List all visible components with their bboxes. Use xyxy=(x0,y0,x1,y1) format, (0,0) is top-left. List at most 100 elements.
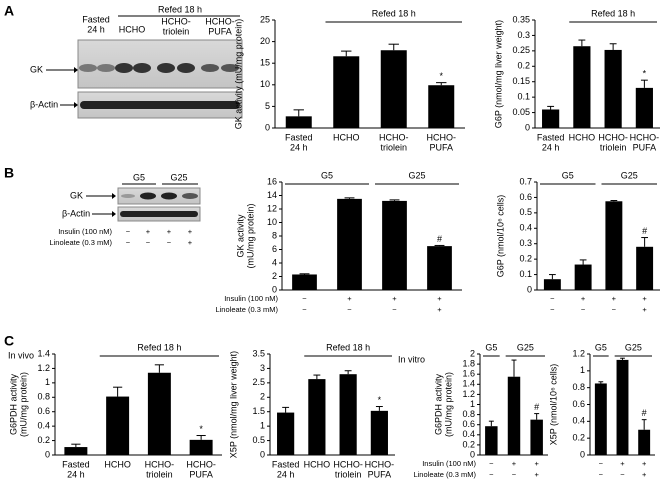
x-tick-label: HCHO- xyxy=(333,459,363,469)
y-tick-label: 1 xyxy=(45,377,50,387)
x-tick-label: HCHO xyxy=(569,132,596,142)
bar xyxy=(507,376,521,455)
y-tick-label: 12 xyxy=(267,203,277,213)
bar xyxy=(333,56,360,129)
x-tick-label: Fasted xyxy=(62,459,90,469)
y-axis-title: G6P (nmol/10⁶ cells) xyxy=(495,195,505,278)
bar xyxy=(635,87,653,128)
blot-image xyxy=(77,39,243,89)
arrow-head xyxy=(112,193,116,199)
treatment-sign: + xyxy=(642,294,647,303)
bar xyxy=(277,412,295,455)
x-tick-label: HCHO xyxy=(304,459,331,469)
treatment-sign: + xyxy=(347,294,352,303)
treatment-sign: − xyxy=(612,305,617,314)
y-tick-label: 1.5 xyxy=(252,406,265,416)
y-tick-label: 0 xyxy=(580,449,585,459)
group-label: G5 xyxy=(562,170,574,180)
treatment-sign: + xyxy=(437,305,442,314)
y-tick-label: 2 xyxy=(272,271,277,281)
y-tick-label: 6 xyxy=(272,244,277,254)
x-tick-label: HCHO- xyxy=(427,132,457,142)
group-label: G25 xyxy=(621,170,638,180)
x-tick-label: HCHO- xyxy=(379,132,409,142)
x-tick-label: 24 h xyxy=(277,469,295,479)
row-label: GK xyxy=(30,64,43,74)
y-axis-title: G6P (nmol/mg liver weight) xyxy=(493,20,503,128)
y-tick-label: 0.2 xyxy=(462,439,475,449)
y-tick-label: 0.05 xyxy=(512,107,530,117)
bar xyxy=(106,396,130,455)
y-tick-label: 1 xyxy=(470,399,475,409)
y-tick-label: 0.35 xyxy=(512,14,530,24)
y-tick-label: 0 xyxy=(527,284,532,294)
y-tick-label: 0.7 xyxy=(519,176,532,186)
x-tick-label: 24 h xyxy=(290,142,308,152)
treatment-sign: − xyxy=(302,305,307,314)
treatment-sign: − xyxy=(512,470,517,479)
lane-label: HCHO- xyxy=(161,16,191,26)
y-tick-label: 0.6 xyxy=(37,406,50,416)
y-tick-label: 2 xyxy=(470,348,475,358)
y-axis-title: X5P (nmol/10⁶ cells) xyxy=(548,364,558,446)
bar xyxy=(285,116,312,128)
treatment-label: Insulin (100 nM) xyxy=(224,294,278,303)
x-tick-label: PUFA xyxy=(189,469,213,479)
treatment-sign: − xyxy=(126,238,131,247)
group-label: G25 xyxy=(625,342,642,352)
y-tick-label: 10 xyxy=(267,217,277,227)
y-tick-label: 0.4 xyxy=(37,421,50,431)
panel-label: C xyxy=(4,333,14,349)
bar xyxy=(636,246,654,290)
y-tick-label: 0 xyxy=(272,284,277,294)
y-axis-title: G6PDH activity xyxy=(433,373,443,435)
treatment-sign: − xyxy=(167,238,172,247)
row-label: β-Actin xyxy=(62,208,90,218)
y-tick-label: 0 xyxy=(45,449,50,459)
y-tick-label: 1 xyxy=(260,421,265,431)
group-label: G5 xyxy=(595,342,607,352)
treatment-sign: + xyxy=(437,294,442,303)
y-tick-label: 1.2 xyxy=(37,363,50,373)
group-label: G5 xyxy=(485,342,497,352)
bar xyxy=(594,383,607,455)
treatment-sign: − xyxy=(392,305,397,314)
y-tick-label: 1 xyxy=(580,365,585,375)
y-tick-label: 0 xyxy=(525,122,530,132)
x-tick-label: HCHO- xyxy=(186,459,216,469)
significance-marker: # xyxy=(534,402,539,412)
blot-a: Fasted 24 h Refed 18 h HCHO HCHO- triole… xyxy=(30,4,243,119)
y-axis-title: (mU/mg protein) xyxy=(18,372,28,437)
treatment-sign: − xyxy=(550,305,555,314)
group-label: G5 xyxy=(321,170,333,180)
lane-label: Fasted xyxy=(82,14,110,24)
treatment-sign: − xyxy=(599,459,604,468)
x-tick-label: PUFA xyxy=(633,142,657,152)
bar xyxy=(638,429,651,455)
bar xyxy=(542,109,560,128)
y-tick-label: 0.8 xyxy=(462,409,475,419)
bar xyxy=(308,379,326,455)
group-label: G5 xyxy=(133,172,145,182)
y-tick-label: 0.4 xyxy=(462,429,475,439)
treatment-sign: + xyxy=(534,459,539,468)
treatment-label: Insulin (100 nM) xyxy=(422,459,476,468)
treatment-sign: + xyxy=(612,294,617,303)
significance-marker: # xyxy=(437,234,442,244)
treatment-sign: + xyxy=(642,305,647,314)
y-axis-title: X5P (nmol/mg liver weight) xyxy=(228,351,238,458)
y-tick-label: 0.6 xyxy=(462,419,475,429)
lane-label: 24 h xyxy=(87,24,105,34)
bar xyxy=(189,439,213,455)
treatment-sign: + xyxy=(581,294,586,303)
x-tick-label: 24 h xyxy=(542,142,560,152)
x-tick-label: PUFA xyxy=(429,142,453,152)
bar xyxy=(605,201,623,290)
y-tick-label: 2 xyxy=(260,392,265,402)
bar xyxy=(427,246,452,290)
significance-marker: * xyxy=(643,69,647,79)
y-tick-label: 1.4 xyxy=(37,348,50,358)
bar xyxy=(573,46,591,128)
bar xyxy=(337,198,362,290)
x-tick-label: HCHO- xyxy=(630,132,660,142)
